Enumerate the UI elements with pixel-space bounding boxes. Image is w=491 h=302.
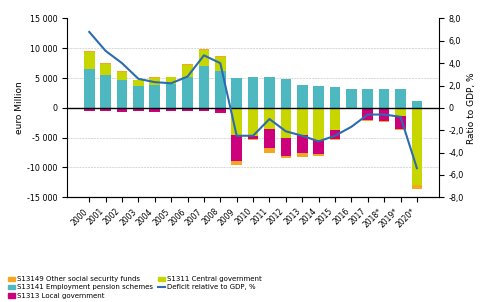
Bar xyxy=(231,135,242,162)
Bar xyxy=(117,108,127,112)
Bar xyxy=(297,108,307,135)
Bar xyxy=(166,78,176,84)
Bar xyxy=(166,84,176,108)
Bar xyxy=(182,77,193,108)
Bar xyxy=(362,108,373,120)
Bar xyxy=(329,87,340,108)
Bar xyxy=(100,108,111,111)
Bar xyxy=(248,108,258,136)
Bar xyxy=(313,86,324,108)
Bar xyxy=(379,108,389,121)
Bar xyxy=(100,75,111,108)
Bar xyxy=(100,64,111,75)
Bar xyxy=(215,71,226,108)
Bar xyxy=(117,71,127,72)
Bar xyxy=(362,120,373,121)
Bar xyxy=(231,108,242,135)
Y-axis label: euro Million: euro Million xyxy=(15,82,24,134)
Bar xyxy=(297,85,307,108)
Bar xyxy=(182,108,193,111)
Bar xyxy=(149,85,160,108)
Bar xyxy=(313,140,324,154)
Bar xyxy=(84,53,95,69)
Bar xyxy=(149,78,160,85)
Bar xyxy=(215,56,226,71)
Bar xyxy=(395,108,406,116)
Bar xyxy=(395,129,406,130)
Bar xyxy=(248,136,258,139)
Bar xyxy=(329,108,340,130)
Bar xyxy=(198,66,209,108)
Bar xyxy=(379,121,389,122)
Bar xyxy=(411,185,422,189)
Bar xyxy=(264,129,275,148)
Bar xyxy=(313,108,324,140)
Bar xyxy=(182,64,193,65)
Bar xyxy=(280,138,291,156)
Bar xyxy=(264,148,275,153)
Bar xyxy=(329,139,340,140)
Bar xyxy=(198,49,209,50)
Y-axis label: Ratio to GDP, %: Ratio to GDP, % xyxy=(467,72,476,144)
Bar xyxy=(198,108,209,111)
Bar xyxy=(248,77,258,108)
Bar xyxy=(280,108,291,138)
Bar xyxy=(346,89,356,108)
Bar xyxy=(133,80,144,86)
Bar xyxy=(362,89,373,108)
Bar xyxy=(84,51,95,53)
Bar xyxy=(117,80,127,108)
Bar xyxy=(379,89,389,108)
Bar xyxy=(297,135,307,153)
Bar xyxy=(166,77,176,78)
Bar xyxy=(182,65,193,77)
Bar xyxy=(395,116,406,129)
Bar xyxy=(411,101,422,108)
Bar xyxy=(280,156,291,159)
Bar xyxy=(395,89,406,108)
Bar xyxy=(133,86,144,108)
Bar xyxy=(133,108,144,111)
Legend: S13149 Other social security funds, S13141 Employment pension schemes, S1313 Loc: S13149 Other social security funds, S131… xyxy=(8,276,261,299)
Bar xyxy=(264,77,275,108)
Bar xyxy=(248,139,258,140)
Bar xyxy=(231,78,242,108)
Bar xyxy=(166,108,176,111)
Bar xyxy=(149,108,160,112)
Bar xyxy=(329,130,340,139)
Bar xyxy=(215,108,226,113)
Bar xyxy=(84,69,95,108)
Bar xyxy=(264,108,275,129)
Bar xyxy=(411,108,422,185)
Bar xyxy=(297,153,307,157)
Bar xyxy=(117,72,127,80)
Bar xyxy=(280,79,291,108)
Bar xyxy=(313,154,324,156)
Bar xyxy=(198,50,209,66)
Bar xyxy=(100,63,111,64)
Bar xyxy=(231,162,242,165)
Bar xyxy=(84,108,95,111)
